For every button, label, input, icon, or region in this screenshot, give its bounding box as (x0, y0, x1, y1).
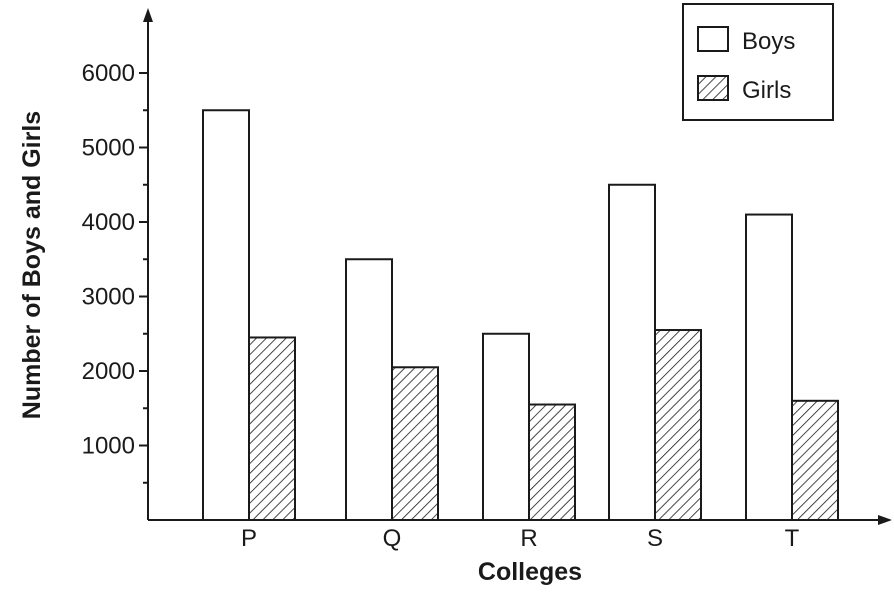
bar-boys-p (202, 109, 250, 521)
x-category-label: R (520, 525, 537, 552)
bar-boys-s (608, 183, 656, 521)
legend: Boys Girls (682, 3, 834, 121)
y-tick-label: 1000 (82, 433, 135, 460)
y-tick-label: 4000 (82, 209, 135, 236)
x-categories: P Q R S T (241, 525, 800, 552)
y-tick-label: 3000 (82, 284, 135, 311)
bars-layer (202, 109, 839, 522)
legend-swatch-girls (697, 75, 729, 101)
y-tick-label: 6000 (82, 60, 135, 87)
y-tick-label: 5000 (82, 135, 135, 162)
bar-boys-t (745, 213, 793, 522)
bar-girls-s (654, 329, 702, 521)
bar-boys-r (482, 332, 530, 521)
legend-swatch-boys (697, 26, 729, 52)
y-axis-arrow (143, 8, 153, 22)
bar-girls-r (528, 403, 576, 521)
legend-label-boys: Boys (742, 28, 795, 55)
legend-label-girls: Girls (742, 77, 791, 104)
x-axis-title: Colleges (478, 558, 582, 586)
bar-boys-q (345, 258, 393, 521)
y-axis-title: Number of Boys and Girls (18, 111, 46, 419)
x-category-label: Q (383, 525, 402, 552)
y-tick-label: 2000 (82, 358, 135, 385)
bar-girls-p (248, 336, 296, 521)
y-ticks: 1000 2000 3000 4000 5000 6000 (82, 60, 148, 484)
x-category-label: S (647, 525, 663, 552)
bar-girls-q (391, 366, 439, 521)
bar-girls-t (791, 399, 839, 521)
x-category-label: P (241, 525, 257, 552)
x-axis-arrow (878, 515, 892, 525)
x-category-label: T (785, 525, 800, 552)
